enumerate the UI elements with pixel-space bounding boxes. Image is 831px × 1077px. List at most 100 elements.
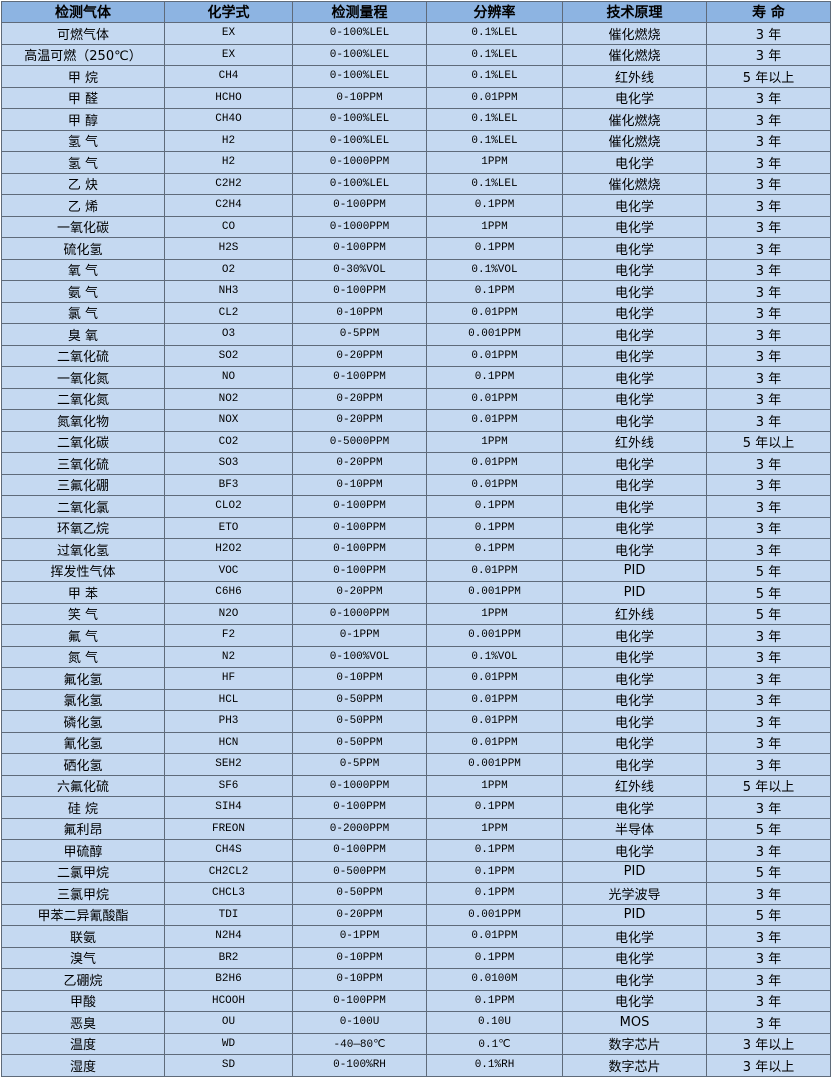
cell-lifespan: 3 年 — [706, 387, 831, 410]
table-row: 氟利昂 FREON 0-2000PPM 1PPM 半导体 5 年 — [1, 817, 831, 840]
table-row: 溴气 BR2 0-10PPM 0.1PPM 电化学 3 年 — [1, 946, 831, 969]
cell-range: 0-100PPM — [292, 559, 427, 582]
cell-lifespan: 3 年 — [706, 22, 831, 45]
table-row: 可燃气体 EX 0-100%LEL 0.1%LEL 催化燃烧 3 年 — [1, 22, 831, 45]
cell-range: 0-100PPM — [292, 366, 427, 389]
cell-principle: 红外线 — [562, 774, 707, 797]
cell-resolution: 0.1PPM — [426, 516, 563, 539]
cell-principle: 电化学 — [562, 323, 707, 346]
table-row: 臭 氧 O3 0-5PPM 0.001PPM 电化学 3 年 — [1, 323, 831, 346]
table-row: 氟化氢 HF 0-10PPM 0.01PPM 电化学 3 年 — [1, 667, 831, 690]
table-row: 乙 炔 C2H2 0-100%LEL 0.1%LEL 催化燃烧 3 年 — [1, 172, 831, 195]
cell-resolution: 1PPM — [426, 602, 563, 625]
cell-range: 0-20PPM — [292, 581, 427, 604]
cell-formula: HF — [164, 667, 293, 690]
cell-range: 0-50PPM — [292, 731, 427, 754]
cell-lifespan: 3 年 — [706, 366, 831, 389]
cell-range: 0-100PPM — [292, 839, 427, 862]
table-row: 三氧化硫 SO3 0-20PPM 0.01PPM 电化学 3 年 — [1, 452, 831, 475]
cell-resolution: 0.01PPM — [426, 387, 563, 410]
cell-formula: CH2CL2 — [164, 860, 293, 883]
cell-principle: 电化学 — [562, 387, 707, 410]
cell-principle: 电化学 — [562, 968, 707, 991]
cell-range: 0-20PPM — [292, 452, 427, 475]
cell-formula: SEH2 — [164, 753, 293, 776]
cell-gas-name: 氟化氢 — [1, 667, 165, 690]
cell-range: 0-10PPM — [292, 473, 427, 496]
cell-resolution: 0.1PPM — [426, 495, 563, 518]
cell-gas-name: 一氧化碳 — [1, 215, 165, 238]
cell-lifespan: 3 年 — [706, 108, 831, 131]
cell-formula: B2H6 — [164, 968, 293, 991]
cell-range: 0-50PPM — [292, 882, 427, 905]
cell-formula: C6H6 — [164, 581, 293, 604]
cell-gas-name: 甲 烷 — [1, 65, 165, 88]
cell-range: 0-100%VOL — [292, 645, 427, 668]
cell-resolution: 0.01PPM — [426, 452, 563, 475]
cell-principle: PID — [562, 581, 707, 604]
cell-formula: NO2 — [164, 387, 293, 410]
table-row: 氟 气 F2 0-1PPM 0.001PPM 电化学 3 年 — [1, 624, 831, 647]
cell-principle: 电化学 — [562, 645, 707, 668]
cell-range: 0-10PPM — [292, 86, 427, 109]
cell-principle: 电化学 — [562, 753, 707, 776]
cell-lifespan: 3 年 — [706, 344, 831, 367]
cell-range: 0-20PPM — [292, 409, 427, 432]
table-row: 高温可燃（250℃） EX 0-100%LEL 0.1%LEL 催化燃烧 3 年 — [1, 43, 831, 66]
table-row: 二氧化氮 NO2 0-20PPM 0.01PPM 电化学 3 年 — [1, 387, 831, 410]
cell-range: 0-100%RH — [292, 1054, 427, 1077]
cell-resolution: 0.1%LEL — [426, 108, 563, 131]
cell-range: 0-100PPM — [292, 280, 427, 303]
table-row: 二氧化碳 CO2 0-5000PPM 1PPM 红外线 5 年以上 — [1, 430, 831, 453]
cell-gas-name: 氰化氢 — [1, 731, 165, 754]
cell-formula: HCN — [164, 731, 293, 754]
cell-lifespan: 3 年 — [706, 946, 831, 969]
cell-principle: 电化学 — [562, 301, 707, 324]
cell-lifespan: 5 年 — [706, 581, 831, 604]
cell-range: 0-100PPM — [292, 194, 427, 217]
cell-range: 0-2000PPM — [292, 817, 427, 840]
cell-formula: FREON — [164, 817, 293, 840]
cell-lifespan: 3 年 — [706, 129, 831, 152]
table-row: 三氟化硼 BF3 0-10PPM 0.01PPM 电化学 3 年 — [1, 473, 831, 496]
cell-formula: NOX — [164, 409, 293, 432]
table-row: 二氧化硫 SO2 0-20PPM 0.01PPM 电化学 3 年 — [1, 344, 831, 367]
cell-principle: 红外线 — [562, 602, 707, 625]
cell-lifespan: 3 年 — [706, 667, 831, 690]
cell-range: 0-20PPM — [292, 344, 427, 367]
cell-principle: 催化燃烧 — [562, 43, 707, 66]
cell-gas-name: 恶臭 — [1, 1011, 165, 1034]
cell-gas-name: 甲硫醇 — [1, 839, 165, 862]
cell-range: 0-100PPM — [292, 237, 427, 260]
table-row: 氨 气 NH3 0-100PPM 0.1PPM 电化学 3 年 — [1, 280, 831, 303]
table-row: 恶臭 OU 0-100U 0.10U MOS 3 年 — [1, 1011, 831, 1034]
cell-lifespan: 5 年 — [706, 559, 831, 582]
cell-gas-name: 乙 烯 — [1, 194, 165, 217]
cell-formula: EX — [164, 22, 293, 45]
cell-resolution: 0.1PPM — [426, 860, 563, 883]
cell-principle: 红外线 — [562, 430, 707, 453]
cell-principle: 电化学 — [562, 624, 707, 647]
cell-range: 0-5PPM — [292, 323, 427, 346]
cell-resolution: 0.001PPM — [426, 581, 563, 604]
cell-resolution: 0.01PPM — [426, 731, 563, 754]
cell-principle: 电化学 — [562, 452, 707, 475]
cell-gas-name: 氢 气 — [1, 129, 165, 152]
cell-lifespan: 3 年 — [706, 194, 831, 217]
cell-lifespan: 3 年 — [706, 323, 831, 346]
cell-resolution: 0.1PPM — [426, 366, 563, 389]
cell-resolution: 0.01PPM — [426, 688, 563, 711]
cell-gas-name: 氧 气 — [1, 258, 165, 281]
cell-principle: 电化学 — [562, 151, 707, 174]
table-row: 氢 气 H2 0-100%LEL 0.1%LEL 催化燃烧 3 年 — [1, 129, 831, 152]
cell-lifespan: 3 年 — [706, 839, 831, 862]
cell-lifespan: 3 年以上 — [706, 1054, 831, 1077]
cell-principle: 电化学 — [562, 194, 707, 217]
cell-formula: N2H4 — [164, 925, 293, 948]
cell-gas-name: 二氧化氮 — [1, 387, 165, 410]
cell-gas-name: 联氨 — [1, 925, 165, 948]
cell-principle: 光学波导 — [562, 882, 707, 905]
cell-resolution: 1PPM — [426, 430, 563, 453]
cell-resolution: 0.1%LEL — [426, 129, 563, 152]
cell-lifespan: 3 年 — [706, 538, 831, 561]
